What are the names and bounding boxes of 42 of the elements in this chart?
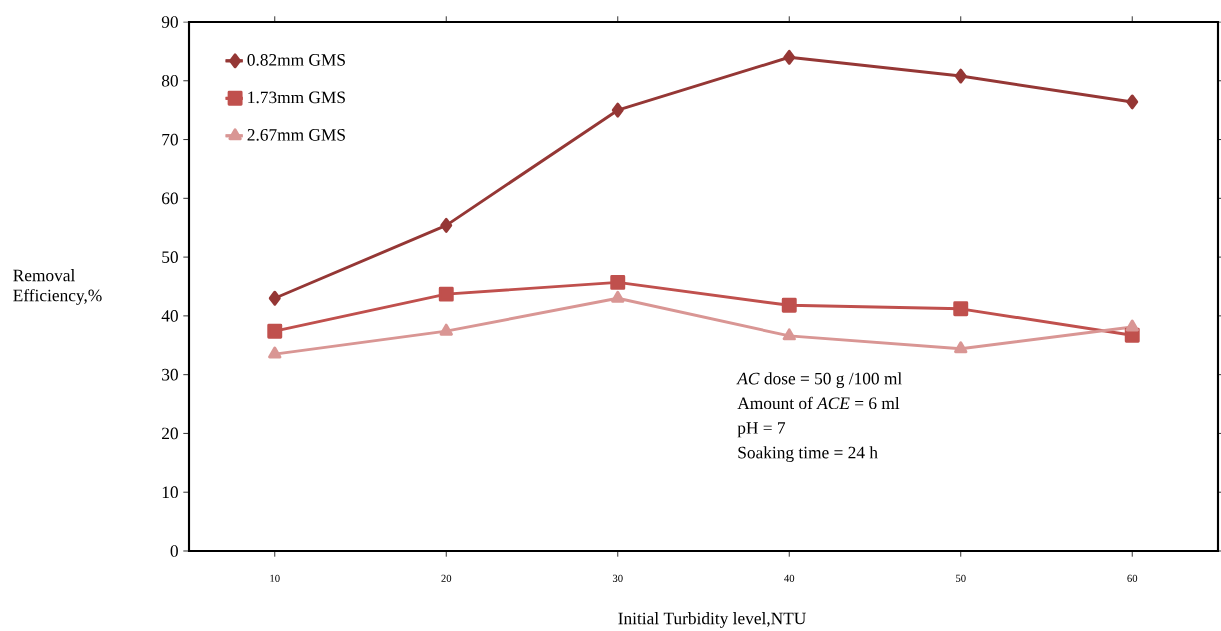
y-tick-label: 0	[170, 545, 178, 557]
x-tick-label: 50	[956, 574, 966, 582]
point	[438, 286, 454, 302]
annotation: pH = 7	[737, 422, 786, 438]
point	[440, 217, 453, 233]
y-tick-label: 20	[162, 427, 178, 440]
point	[954, 341, 968, 354]
point	[781, 297, 797, 313]
point	[783, 49, 796, 65]
point	[610, 274, 626, 290]
legend-label: 2.67mm GMS	[247, 129, 345, 141]
annotation: AC dose = 50 g /100 ml	[736, 372, 902, 389]
annotation: Soaking time = 24 h	[738, 446, 878, 463]
x-tick-label: 10	[270, 574, 280, 582]
x-tick-label: 20	[441, 574, 452, 582]
y-axis-title: Removal Efficiency,%	[13, 269, 102, 305]
point	[954, 68, 967, 84]
point	[268, 290, 281, 306]
y-tick-label: 30	[162, 368, 178, 381]
point	[1125, 319, 1139, 332]
point	[439, 323, 453, 336]
point	[782, 328, 796, 341]
point	[953, 301, 969, 317]
x-axis-title: Initial Turbidity level,NTU	[618, 612, 806, 628]
y-tick-label: 60	[162, 192, 178, 205]
x-tick-label: 60	[1127, 574, 1138, 582]
x-tick-label: 40	[784, 574, 795, 582]
y-tick-label: 80	[161, 74, 178, 87]
point	[267, 323, 283, 339]
point	[1126, 94, 1139, 110]
point	[611, 290, 625, 303]
point	[268, 346, 282, 359]
annotation: Amount of ACE = 6 ml	[737, 396, 900, 410]
legend-label: 0.82mm GMS	[247, 54, 345, 66]
y-tick-label: 50	[162, 251, 178, 263]
y-tick-label: 40	[161, 310, 178, 322]
point	[611, 102, 624, 118]
y-tick-label: 10	[162, 486, 178, 499]
legend-label: 1.73mm GMS	[248, 91, 345, 104]
y-tick-label: 90	[161, 16, 178, 28]
x-tick-label: 30	[612, 574, 623, 582]
y-tick-label: 70	[162, 133, 178, 146]
